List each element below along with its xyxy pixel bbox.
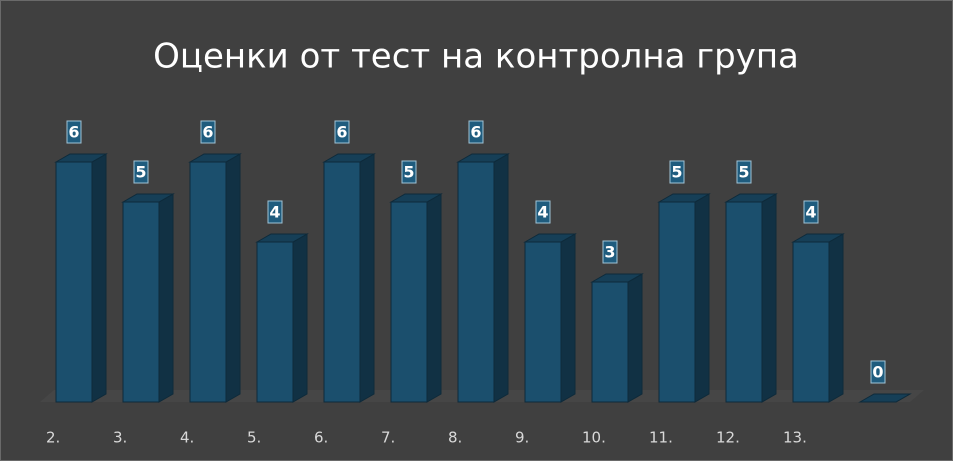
data-label: 4 (269, 203, 280, 222)
x-tick-label: 2. (46, 429, 60, 447)
data-label: 5 (671, 163, 682, 182)
x-tick-label: 11. (649, 429, 673, 447)
bar-front (122, 201, 160, 403)
bar (389, 193, 443, 403)
data-label: 4 (805, 203, 816, 222)
bar-front (725, 201, 763, 403)
x-tick-label: 8. (448, 429, 462, 447)
bar-front (323, 161, 361, 403)
bar-side (359, 153, 375, 403)
x-tick-label: 7. (381, 429, 395, 447)
bar-side (761, 193, 777, 403)
data-label-box (200, 120, 216, 144)
data-label: 3 (604, 243, 615, 262)
bar-front (390, 201, 428, 403)
chart-title: Оценки от тест на контролна група (153, 37, 799, 77)
data-label-box (736, 160, 752, 184)
data-label: 4 (537, 203, 548, 222)
data-label-box (334, 120, 350, 144)
bar-side (694, 193, 710, 403)
x-tick-label: 5. (247, 429, 261, 447)
bar-side (493, 153, 509, 403)
bar-front (55, 161, 93, 403)
data-label-box (468, 120, 484, 144)
x-tick-label: 9. (515, 429, 529, 447)
bar (456, 153, 510, 403)
bar-side (627, 273, 643, 403)
bar-side (828, 233, 844, 403)
data-label-box (401, 160, 417, 184)
bar (322, 153, 376, 403)
bar-front (658, 201, 696, 403)
x-tick-label: 10. (582, 429, 606, 447)
bar-front (457, 161, 495, 403)
bar-front (256, 241, 294, 403)
bar (657, 193, 711, 403)
bar (255, 233, 309, 403)
bar-front (792, 241, 830, 403)
data-label: 6 (202, 123, 213, 142)
x-tick-label: 12. (716, 429, 740, 447)
bar-side (158, 193, 174, 403)
x-tick-label: 13. (783, 429, 807, 447)
data-label-box (669, 160, 685, 184)
data-label-box (66, 120, 82, 144)
bar (188, 153, 242, 403)
x-tick-label: 6. (314, 429, 328, 447)
bar (791, 233, 845, 403)
data-label-box (803, 200, 819, 224)
x-tick-label: 3. (113, 429, 127, 447)
bar-front (189, 161, 227, 403)
data-label: 6 (68, 123, 79, 142)
bar (121, 193, 175, 403)
bar-front (524, 241, 562, 403)
bar-front (591, 281, 629, 403)
bar-side (560, 233, 576, 403)
data-label: 0 (872, 363, 883, 382)
data-label-box (870, 360, 886, 384)
bar-side (426, 193, 442, 403)
bar-side (292, 233, 308, 403)
bar (724, 193, 778, 403)
data-label-box (267, 200, 283, 224)
bar (523, 233, 577, 403)
bar-side (225, 153, 241, 403)
bar (590, 273, 644, 403)
data-label: 5 (738, 163, 749, 182)
data-label: 5 (403, 163, 414, 182)
data-label-box (602, 240, 618, 264)
bar-side (91, 153, 107, 403)
data-label-box (133, 160, 149, 184)
data-label-box (535, 200, 551, 224)
data-label: 6 (336, 123, 347, 142)
data-label: 5 (135, 163, 146, 182)
x-tick-label: 4. (180, 429, 194, 447)
bar (54, 153, 108, 403)
data-label: 6 (470, 123, 481, 142)
bar-top (858, 393, 912, 403)
bar (858, 393, 912, 403)
